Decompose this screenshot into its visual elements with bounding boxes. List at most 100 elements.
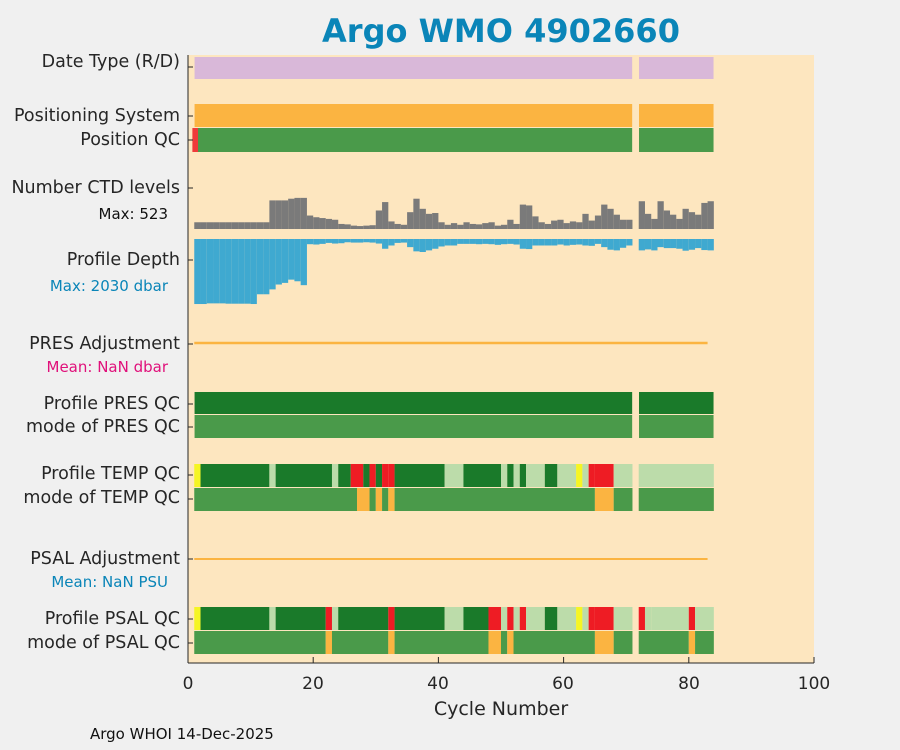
profile-psal-qc-segment	[275, 607, 326, 630]
position-qc-band	[194, 128, 633, 152]
profile-depth-bar	[551, 239, 558, 246]
row-label-profile-psal-qc: Profile PSAL QC	[44, 609, 180, 629]
profile-depth-bar	[569, 239, 577, 245]
ctd-level-bar	[375, 210, 383, 229]
ctd-level-bar	[663, 210, 671, 229]
profile-depth-bar	[244, 239, 251, 304]
positioning-system-band	[639, 104, 714, 127]
ctd-level-bar	[275, 200, 282, 229]
profile-temp-qc-segment	[200, 464, 270, 487]
profile-psal-qc-segment	[638, 607, 645, 630]
x-tick-label: 100	[797, 674, 831, 694]
ctd-level-bar	[269, 200, 276, 229]
profile-depth-bar	[457, 239, 464, 244]
profile-depth-bar	[432, 239, 439, 249]
row-label-profile-depth: Profile Depth	[66, 250, 180, 270]
mode-temp-qc-segment	[369, 488, 376, 511]
ctd-level-bar	[357, 226, 364, 229]
profile-pres-qc-band	[639, 392, 714, 414]
mode-psal-qc-segment	[594, 631, 614, 654]
ctd-level-bar	[513, 223, 520, 229]
profile-depth-bar	[382, 239, 389, 249]
profile-depth-bar	[344, 239, 351, 243]
chart-title: Argo WMO 4902660	[322, 12, 680, 50]
position-qc-bad-mark	[192, 128, 199, 152]
profile-depth-bar	[507, 239, 514, 244]
profile-depth-bar	[494, 239, 501, 245]
profile-depth-bar	[200, 239, 207, 305]
ctd-level-bar	[707, 201, 714, 229]
mode-temp-qc-segment	[594, 488, 614, 511]
profile-depth-bar	[670, 239, 677, 249]
ctd-level-bar	[457, 224, 464, 229]
profile-depth-bar	[357, 239, 364, 243]
profile-psal-qc-segment	[388, 607, 395, 630]
ctd-level-bar	[588, 220, 595, 229]
profile-depth-bar	[256, 239, 264, 295]
profile-depth-bar	[582, 239, 589, 246]
profile-temp-qc-segment	[557, 464, 577, 487]
ctd-level-bar	[363, 225, 370, 229]
profile-temp-qc-segment	[444, 464, 464, 487]
profile-psal-qc-segment	[488, 607, 501, 630]
ctd-levels-max: Max: 523	[98, 205, 168, 223]
profile-temp-qc-segment	[363, 464, 370, 487]
ctd-level-bar	[238, 222, 245, 229]
profile-psal-qc-segment	[394, 607, 445, 630]
profile-depth-bar	[213, 239, 220, 304]
ctd-level-bar	[250, 222, 257, 229]
profile-psal-qc-segment	[200, 607, 270, 630]
profile-depth-bar	[576, 239, 583, 245]
profile-depth-bar	[707, 239, 714, 251]
profile-depth-bar	[250, 239, 257, 305]
row-label-date-type: Date Type (R/D)	[41, 52, 180, 72]
mode-psal-qc-segment	[513, 631, 595, 654]
profile-depth-bar	[281, 239, 289, 283]
profile-depth-bar	[407, 239, 414, 248]
profile-depth-bar	[682, 239, 689, 251]
ctd-level-bar	[701, 202, 708, 229]
profile-temp-qc-segment	[544, 464, 558, 487]
profile-temp-qc-segment	[513, 464, 520, 487]
mode-psal-qc-segment	[695, 631, 714, 654]
profile-depth-bar	[194, 239, 201, 305]
mode-temp-qc-segment	[194, 488, 358, 511]
ctd-level-bar	[544, 223, 552, 229]
profile-psal-qc-segment	[507, 607, 514, 630]
profile-temp-qc-segment	[582, 464, 589, 487]
profile-psal-qc-segment	[526, 607, 545, 630]
profile-depth-bar	[319, 239, 326, 244]
profile-psal-qc-segment	[513, 607, 520, 630]
ctd-level-bar	[338, 223, 345, 229]
profile-depth-bar	[425, 239, 433, 251]
profile-depth-bar	[475, 239, 483, 245]
profile-depth-bar	[513, 239, 520, 245]
mode-temp-qc-segment	[382, 488, 389, 511]
ctd-level-bar	[463, 222, 470, 229]
ctd-level-bar	[557, 219, 564, 229]
ctd-level-bar	[256, 222, 264, 229]
mode-psal-qc-segment	[388, 631, 395, 654]
profile-depth-bar	[532, 239, 539, 246]
profile-depth-bar	[294, 239, 301, 282]
profile-temp-qc-segment	[275, 464, 332, 487]
profile-depth-bar	[363, 239, 370, 243]
profile-psal-qc-segment	[582, 607, 589, 630]
ctd-level-bar	[244, 222, 251, 229]
position-qc-band	[639, 128, 714, 152]
ctd-level-bar	[538, 222, 545, 229]
profile-depth-bar	[626, 239, 633, 246]
profile-temp-qc-segment	[382, 464, 389, 487]
mode-psal-qc-segment	[688, 631, 696, 654]
mode-psal-qc-segment	[488, 631, 501, 654]
ctd-level-bar	[400, 224, 408, 229]
profile-depth-bar	[300, 239, 307, 286]
profile-temp-qc-segment	[507, 464, 514, 487]
profile-depth-bar	[619, 239, 627, 248]
ctd-level-bar	[626, 219, 633, 229]
ctd-level-bar	[382, 202, 389, 229]
profile-temp-qc-segment	[526, 464, 545, 487]
ctd-level-bar	[582, 213, 589, 229]
ctd-level-bar	[350, 225, 358, 229]
mode-pres-qc-band	[194, 415, 633, 438]
